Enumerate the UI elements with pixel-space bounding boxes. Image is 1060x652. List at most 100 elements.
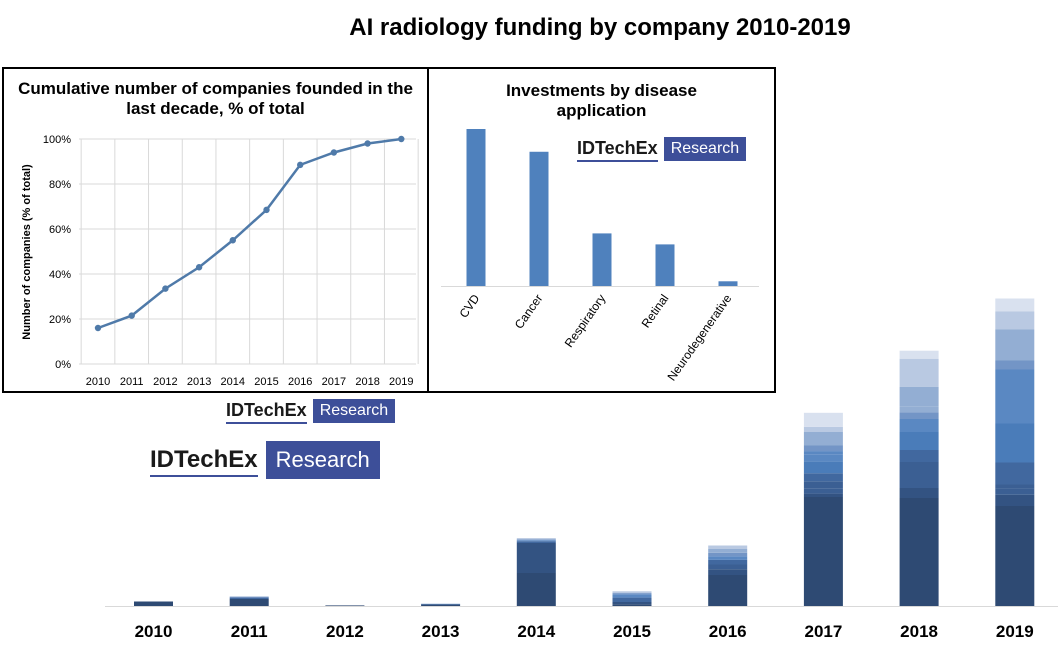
- x-tick-label: 2016: [288, 376, 312, 388]
- bar-segment: [612, 597, 652, 602]
- bar-segment: [612, 602, 652, 605]
- logo-tag-text: Research: [663, 136, 747, 161]
- bar-segment: [995, 364, 1035, 370]
- bar: [655, 244, 675, 286]
- x-tick-label: 2018: [900, 622, 938, 641]
- bar-segment: [708, 549, 748, 553]
- x-tick-label: 2015: [613, 622, 651, 641]
- bar-segment: [995, 423, 1035, 445]
- bar-segment: [803, 488, 843, 494]
- data-point: [128, 312, 135, 319]
- x-tick-label: 2018: [355, 376, 379, 388]
- bar-segment: [995, 474, 1035, 485]
- bar: [529, 151, 549, 286]
- bar-segment: [516, 540, 556, 542]
- y-tick-label: 0%: [55, 359, 71, 371]
- cumulative-line-chart: 0% 20% 40% 60% 80% 100% 2010 2011 2012 2013 2014 20…: [21, 134, 419, 388]
- bar-segment: [995, 311, 1035, 319]
- bar-segment: [229, 599, 269, 606]
- bar-segment: [708, 545, 748, 549]
- y-tick-label: 80%: [49, 179, 71, 191]
- chart-title: AI radiology funding by company 2010-201…: [349, 14, 851, 41]
- bar-segment: [516, 543, 556, 573]
- bar-segment: [612, 594, 652, 598]
- data-point: [94, 324, 102, 332]
- bar-segment: [803, 451, 843, 455]
- x-tick-label: 2011: [120, 376, 144, 388]
- x-tick-label: 2017: [322, 376, 346, 388]
- bar-segment: [516, 573, 556, 606]
- bar-segment: [229, 596, 269, 598]
- bar-segment: [803, 437, 843, 446]
- bar-segment: [803, 521, 843, 606]
- bar-segment: [325, 605, 365, 606]
- bar-segment: [995, 538, 1035, 606]
- logo-tag-text: Research: [312, 398, 396, 423]
- bar: [718, 281, 738, 286]
- bar-segment: [995, 318, 1035, 330]
- idtechex-logo: IDTechEx Research: [150, 441, 380, 479]
- bar-segment: [708, 575, 748, 606]
- bar-segment: [708, 564, 748, 570]
- bar-segment: [899, 506, 939, 606]
- x-tick-label: 2014: [517, 622, 555, 641]
- bar-segment: [899, 477, 939, 488]
- bar-segment: [995, 494, 1035, 499]
- data-point: [162, 285, 169, 292]
- bar-segment: [899, 450, 939, 462]
- x-tick-label: 2019: [996, 622, 1034, 641]
- bar-segment: [899, 432, 939, 450]
- bar-segment: [803, 493, 843, 497]
- bar-segment: [516, 538, 556, 540]
- x-tick-label: 2012: [153, 376, 177, 388]
- bar-segment: [612, 593, 652, 595]
- bar-segment: [708, 552, 748, 557]
- idtechex-logo-small: IDTechEx Research: [577, 136, 747, 162]
- data-point: [398, 135, 405, 143]
- bar-segment: [995, 380, 1035, 397]
- bar-segment: [995, 396, 1035, 424]
- bar-segment: [995, 506, 1035, 518]
- bar-segment: [516, 541, 556, 543]
- bar-segment: [803, 454, 843, 462]
- x-tick-label: Neurodegenerative: [664, 291, 734, 383]
- logo-brand-text: IDTechEx: [150, 446, 258, 477]
- x-tick-label: 2017: [804, 622, 842, 641]
- bar-segment: [708, 556, 748, 560]
- bar-segment: [803, 412, 843, 427]
- bar-segment: [803, 445, 843, 452]
- bar-segment: [995, 369, 1035, 381]
- y-tick-label: 60%: [49, 224, 71, 236]
- x-tick-label: CVD: [456, 291, 482, 320]
- x-tick-label: 2013: [187, 376, 211, 388]
- bar-segment: [421, 604, 461, 606]
- series-line: [97, 137, 402, 330]
- bar-segment: [995, 298, 1035, 307]
- logo-brand-text: IDTechEx: [226, 400, 307, 424]
- data-point: [330, 149, 338, 156]
- bar-segment: [995, 329, 1035, 340]
- bar-segment: [708, 569, 748, 575]
- x-tick-label: Respiratory: [562, 292, 609, 350]
- x-tick-label: 2015: [254, 376, 278, 388]
- data-point: [195, 264, 203, 271]
- data-point: [263, 206, 270, 214]
- x-tick-label: 2019: [389, 376, 413, 388]
- bar-segment: [995, 339, 1035, 361]
- bar-segment: [516, 539, 556, 541]
- cumulative-companies-panel: Cumulative number of companies founded i…: [2, 67, 429, 424]
- bar-segment: [803, 497, 843, 521]
- x-tick-label: 2010: [86, 376, 110, 388]
- bar-segment: [899, 462, 939, 477]
- bar-segment: [803, 461, 843, 474]
- logo-brand-text: IDTechEx: [577, 138, 658, 162]
- bar-segment: [995, 518, 1035, 538]
- bar-segment: [803, 481, 843, 489]
- bar-segment: [995, 462, 1035, 475]
- x-tick-label: 2014: [221, 376, 245, 388]
- bar: [592, 233, 612, 286]
- y-tick-label: 20%: [49, 314, 71, 326]
- disease-investment-panel: Investments by disease application CVD Ca…: [427, 67, 776, 393]
- bar-segment: [995, 360, 1035, 365]
